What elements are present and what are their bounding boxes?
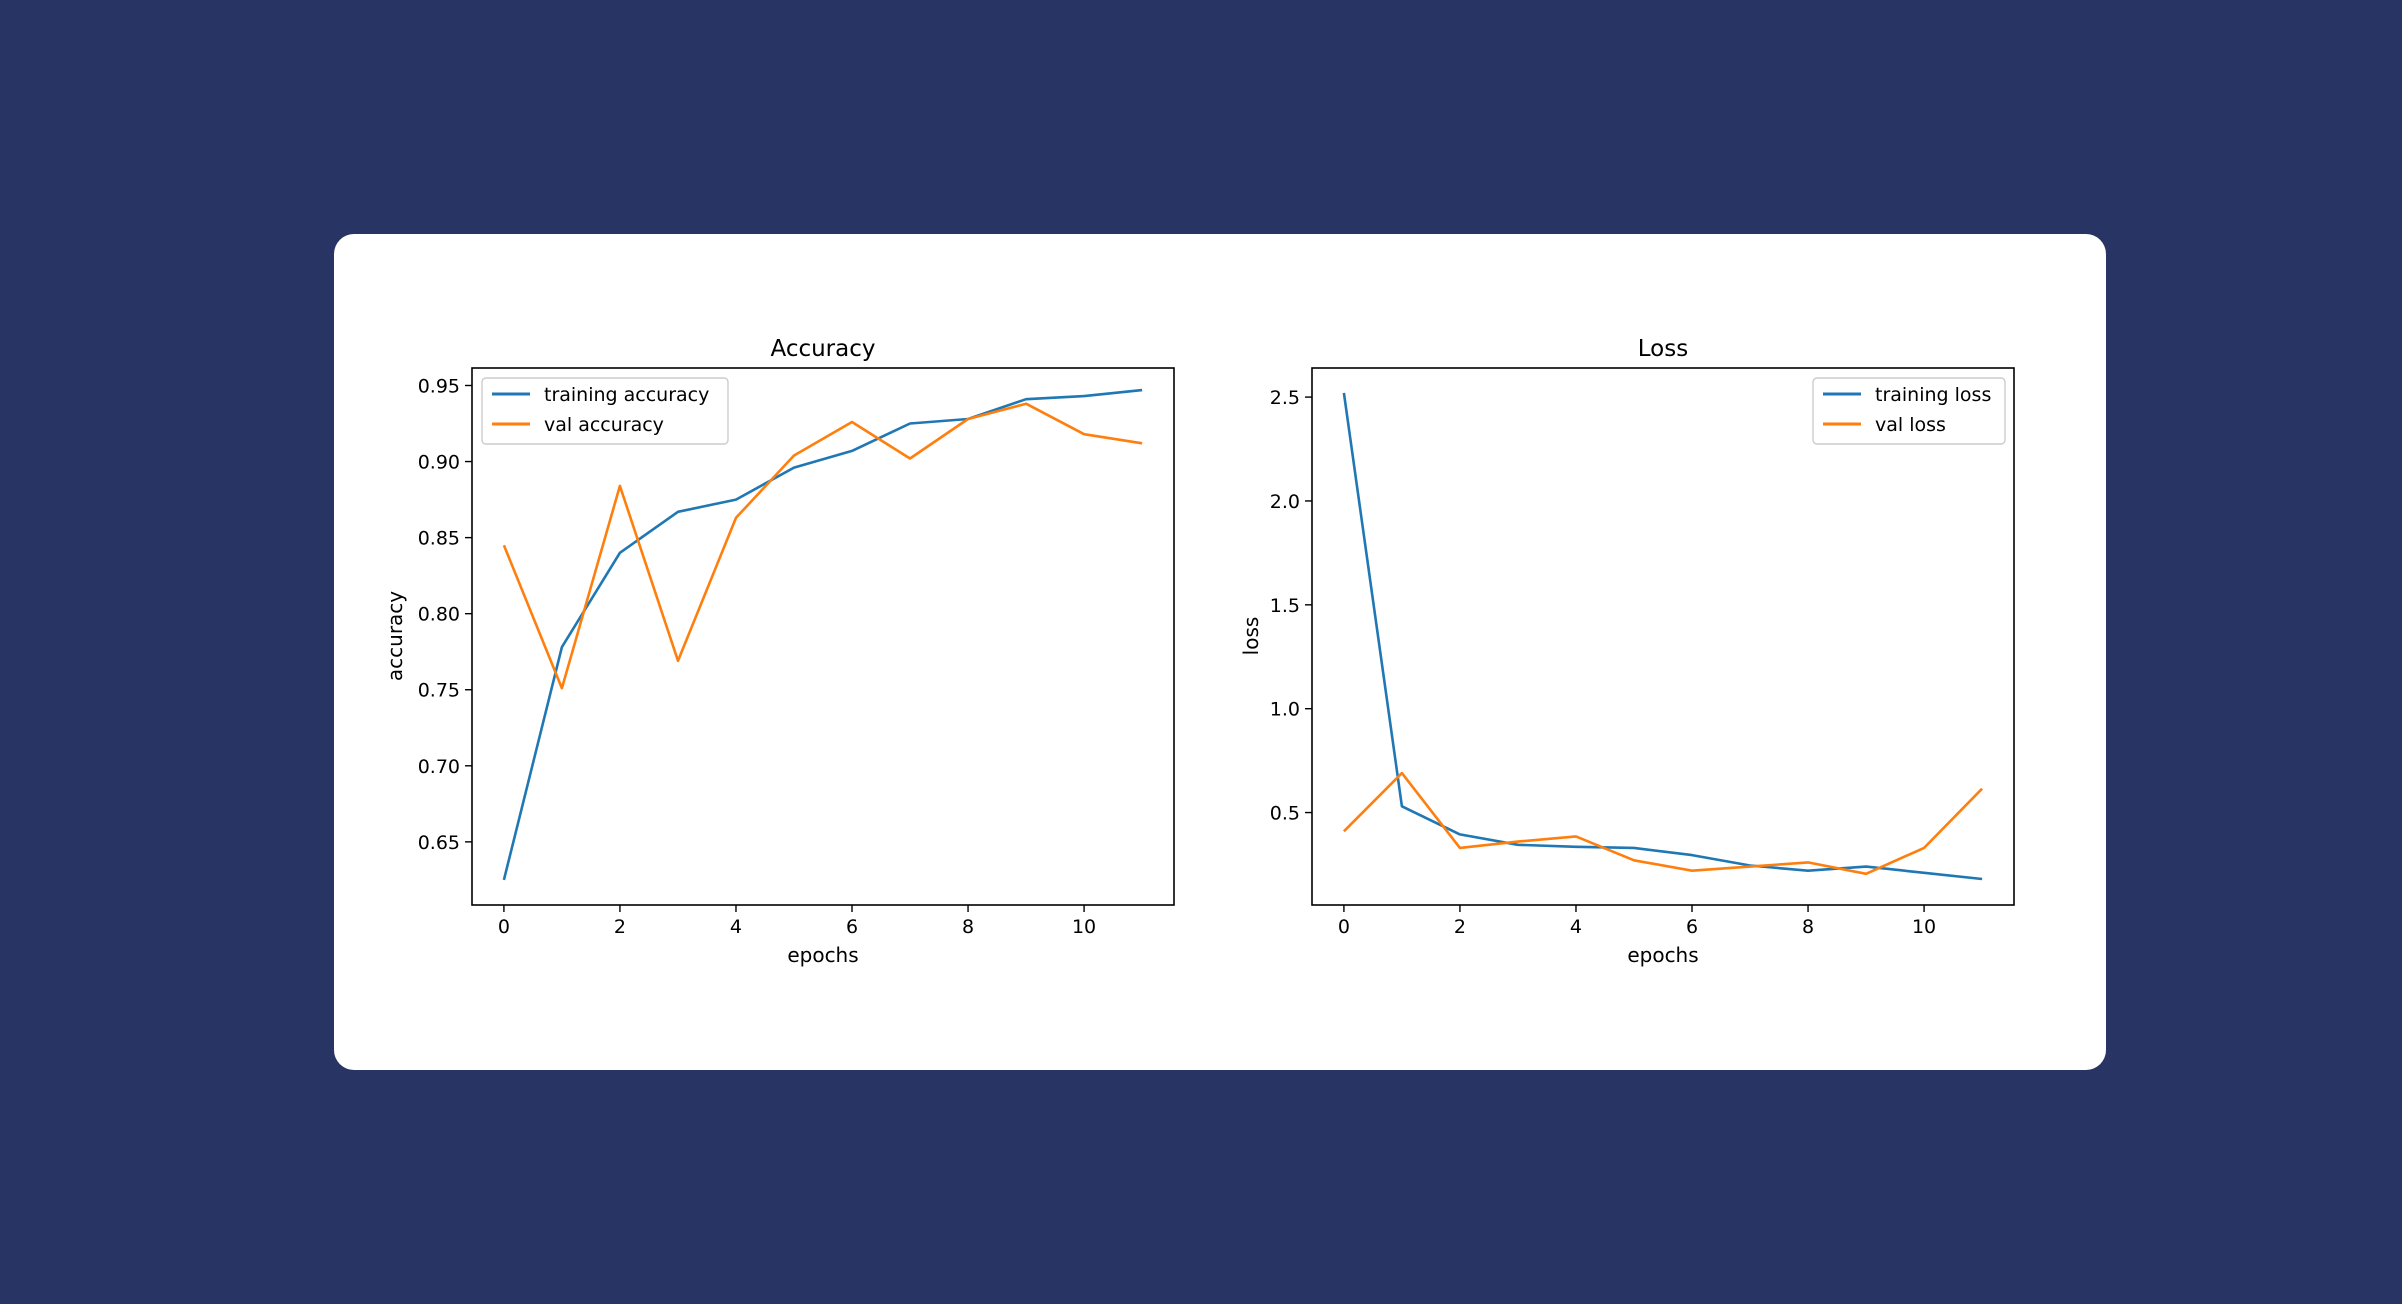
accuracy-x-tick-label: 8 bbox=[962, 916, 974, 938]
accuracy-x-axis-label: epochs bbox=[787, 943, 858, 967]
accuracy-y-ticks: 0.65 0.70 0.75 0.80 0.85 0.90 0.95 bbox=[418, 375, 472, 854]
loss-legend-training-label: training loss bbox=[1875, 384, 1991, 406]
loss-lines bbox=[1342, 392, 1984, 881]
accuracy-panel: Accuracy 0.65 0.70 0.75 0.80 0.85 0.90 0.95 0 2… bbox=[383, 336, 1175, 967]
accuracy-legend-box bbox=[481, 377, 729, 445]
loss-x-axis-label: epochs bbox=[1627, 943, 1698, 967]
loss-x-ticks: 0 2 4 6 8 10 bbox=[1338, 905, 1936, 938]
accuracy-lines bbox=[502, 388, 1143, 881]
accuracy-legend-val-label: val accuracy bbox=[544, 414, 664, 436]
loss-x-tick-label: 2 bbox=[1454, 916, 1466, 938]
accuracy-x-tick-label: 6 bbox=[846, 916, 858, 938]
accuracy-legend: training accuracy val accuracy bbox=[481, 377, 729, 445]
accuracy-x-tick-label: 2 bbox=[614, 916, 626, 938]
loss-y-axis-label: loss bbox=[1239, 617, 1263, 656]
loss-training-series-line bbox=[1342, 392, 1983, 881]
accuracy-val-series-line bbox=[502, 402, 1143, 690]
accuracy-x-ticks: 0 2 4 6 8 10 bbox=[498, 905, 1096, 938]
loss-x-tick-label: 4 bbox=[1570, 916, 1582, 938]
accuracy-y-tick-label: 0.85 bbox=[418, 528, 460, 550]
accuracy-plot-frame bbox=[471, 367, 1175, 906]
loss-y-tick-label: 1.5 bbox=[1270, 595, 1300, 617]
loss-title: Loss bbox=[1638, 336, 1688, 362]
accuracy-x-tick-label: 0 bbox=[498, 916, 510, 938]
loss-x-tick-label: 0 bbox=[1338, 916, 1350, 938]
accuracy-title: Accuracy bbox=[770, 336, 875, 362]
accuracy-training-series-line bbox=[502, 388, 1143, 881]
accuracy-legend-training-label: training accuracy bbox=[544, 384, 709, 406]
loss-y-ticks: 0.5 1.0 1.5 2.0 2.5 bbox=[1270, 387, 1312, 825]
loss-panel: Loss 0.5 1.0 1.5 2.0 2.5 0 2 4 6 8 10 epochs loss… bbox=[1239, 336, 2015, 967]
loss-x-tick-label: 6 bbox=[1686, 916, 1698, 938]
loss-y-tick-label: 1.0 bbox=[1270, 699, 1300, 721]
figure-card: Accuracy 0.65 0.70 0.75 0.80 0.85 0.90 0.95 0 2… bbox=[334, 234, 2106, 1070]
loss-val-series-line bbox=[1342, 771, 1984, 876]
loss-legend: training loss val loss bbox=[1812, 377, 2006, 445]
loss-y-tick-label: 2.5 bbox=[1270, 387, 1300, 409]
accuracy-y-tick-label: 0.70 bbox=[418, 756, 460, 778]
accuracy-x-tick-label: 10 bbox=[1072, 916, 1096, 938]
loss-x-tick-label: 8 bbox=[1802, 916, 1814, 938]
loss-y-tick-label: 0.5 bbox=[1270, 803, 1300, 825]
figure: Accuracy 0.65 0.70 0.75 0.80 0.85 0.90 0.95 0 2… bbox=[383, 336, 2015, 967]
accuracy-y-tick-label: 0.75 bbox=[418, 680, 460, 702]
loss-x-tick-label: 10 bbox=[1912, 916, 1936, 938]
loss-legend-val-label: val loss bbox=[1875, 414, 1946, 436]
loss-y-tick-label: 2.0 bbox=[1270, 491, 1300, 513]
accuracy-y-tick-label: 0.65 bbox=[418, 832, 460, 854]
accuracy-y-tick-label: 0.90 bbox=[418, 452, 460, 474]
accuracy-y-axis-label: accuracy bbox=[383, 591, 407, 681]
accuracy-y-tick-label: 0.95 bbox=[418, 375, 460, 397]
loss-plot-frame bbox=[1311, 367, 2015, 906]
accuracy-x-tick-label: 4 bbox=[730, 916, 742, 938]
accuracy-y-tick-label: 0.80 bbox=[418, 604, 460, 626]
